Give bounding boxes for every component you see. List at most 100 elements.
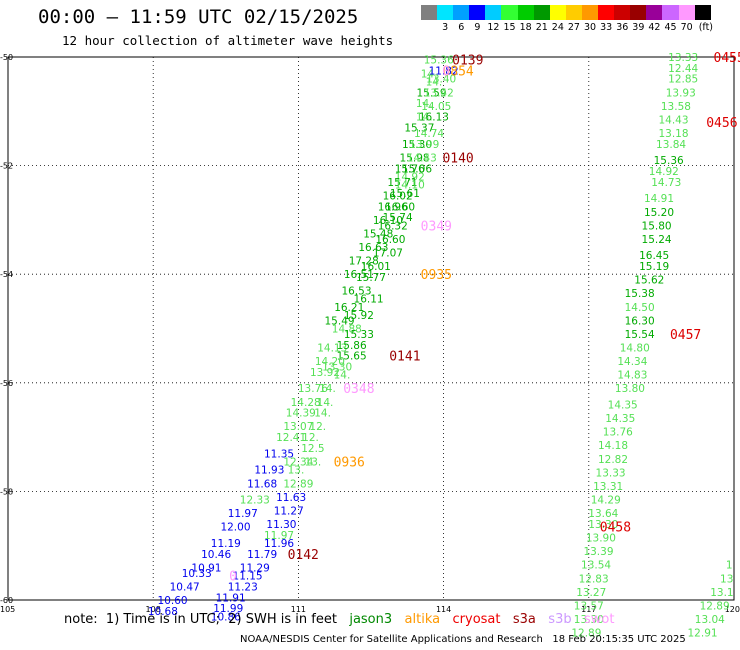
wave-height-value: 12.5 bbox=[301, 443, 324, 455]
color-scale-swatch bbox=[598, 5, 615, 20]
wave-height-value: 13.30 bbox=[588, 519, 618, 531]
pass-time-label: 0140 bbox=[442, 151, 473, 166]
wave-height-value: 13.07 bbox=[283, 421, 313, 433]
wave-height-value: 16.96 bbox=[378, 201, 408, 213]
color-scale-tick-label: 24 bbox=[551, 22, 564, 33]
wave-height-value: 13.33 bbox=[596, 467, 626, 479]
wave-height-value: 12.85 bbox=[668, 74, 698, 86]
wave-height-value: 14.18 bbox=[598, 440, 628, 452]
wave-height-value: 15.38 bbox=[625, 288, 655, 300]
wave-height-value: 14.88 bbox=[332, 324, 362, 336]
wave-height-value: 13.30 bbox=[574, 614, 604, 626]
color-scale-swatch bbox=[581, 5, 599, 20]
wave-height-value: 15.49 bbox=[325, 315, 355, 327]
wave-height-value: 15.06 bbox=[402, 163, 432, 175]
wave-height-value: 11.91 bbox=[216, 592, 246, 604]
wave-height-value: 11.96 bbox=[264, 538, 294, 550]
wave-height-value: 11.97 bbox=[228, 508, 258, 520]
color-scale-swatch bbox=[453, 5, 470, 20]
y-tick-label: -52 bbox=[0, 162, 13, 171]
color-scale-tick-label: 9 bbox=[474, 22, 481, 33]
wave-height-value: 13.76 bbox=[298, 383, 328, 395]
legend: note: 1) Time is in UTC; 2) SWH is in fe… bbox=[64, 612, 614, 627]
pass-time-label: 0457 bbox=[670, 328, 701, 343]
wave-height-value: 15.62 bbox=[634, 275, 664, 287]
wave-height-value: 11.35 bbox=[264, 448, 294, 460]
wave-height-value: 13.99 bbox=[409, 139, 439, 151]
y-tick-label: -60 bbox=[0, 596, 13, 605]
wave-height-value: 14.43 bbox=[658, 114, 688, 126]
pass-time-label: 0 bbox=[229, 570, 237, 585]
wave-height-value: 15.37 bbox=[404, 123, 434, 135]
wave-height-value: 15.19 bbox=[639, 261, 669, 273]
color-scale-swatch bbox=[437, 5, 454, 20]
credit-org: NOAA/NESDIS Center for Satellite Applica… bbox=[240, 634, 543, 645]
color-scale-swatch bbox=[614, 5, 631, 20]
wave-height-value: 10.91 bbox=[191, 562, 221, 574]
wave-height-value: 15.24 bbox=[642, 234, 672, 246]
map-subtitle: 12 hour collection of altimeter wave hei… bbox=[62, 33, 394, 48]
wave-height-value: 14.83 bbox=[617, 370, 647, 382]
pass-time-label: 0456 bbox=[706, 116, 737, 131]
wave-height-value: 14. bbox=[334, 370, 351, 382]
pass-time-label: 0142 bbox=[288, 548, 319, 563]
wave-height-value: 10.86 bbox=[211, 611, 241, 623]
wave-height-value: 13.93 bbox=[666, 87, 696, 99]
wave-height-value: 13.33 bbox=[668, 52, 698, 64]
wave-height-value: 13.64 bbox=[588, 508, 618, 520]
pass-time-label: 0348 bbox=[343, 382, 374, 397]
wave-height-value: 11.23 bbox=[228, 581, 258, 593]
wave-height-value: 17.28 bbox=[349, 256, 379, 268]
wave-height-value: 14. bbox=[421, 68, 438, 80]
wave-height-value: 16.13 bbox=[419, 112, 449, 124]
wave-height-value: 16.32 bbox=[378, 220, 408, 232]
wave-height-value: 10.46 bbox=[201, 549, 231, 561]
wave-height-value: 11.79 bbox=[247, 549, 277, 561]
wave-height-value: 12. bbox=[302, 432, 319, 444]
color-scale-tick-label: 36 bbox=[616, 22, 629, 33]
x-tick-label: 108 bbox=[146, 605, 161, 614]
wave-height-value: 13. bbox=[288, 465, 305, 477]
wave-height-value: 11.29 bbox=[240, 562, 270, 574]
color-scale-tick-label: 70 bbox=[680, 22, 693, 33]
wave-height-value: 11.30 bbox=[266, 519, 296, 531]
wave-height-value: 13.18 bbox=[658, 128, 688, 140]
wave-height-value: 12.89 bbox=[571, 628, 601, 640]
color-scale-swatch bbox=[694, 5, 711, 20]
wave-height-value: 12.34 bbox=[283, 457, 313, 469]
pass-time-label: 0141 bbox=[389, 350, 420, 365]
wave-height-value: 11.68 bbox=[247, 478, 277, 490]
wave-height-value: 14.28 bbox=[291, 397, 321, 409]
wave-height-value: 13.27 bbox=[576, 587, 606, 599]
wave-height-value: 16.10 bbox=[373, 215, 403, 227]
wave-height-value: 15.36 bbox=[424, 55, 454, 67]
pass-time-label: 0854 bbox=[442, 65, 473, 80]
wave-height-value: 14.39 bbox=[286, 408, 316, 420]
wave-height-value: 14.34 bbox=[617, 356, 647, 368]
wave-height-value: 13.92 bbox=[310, 367, 340, 379]
color-scale-tick-label: 39 bbox=[632, 22, 645, 33]
legend-sat-s3a: s3a bbox=[500, 612, 536, 627]
color-scale-tick-label: 6 bbox=[458, 22, 465, 33]
wave-height-value: 12.82 bbox=[598, 454, 628, 466]
wave-height-value: 12.00 bbox=[220, 522, 250, 534]
wave-height-value: 15.74 bbox=[383, 212, 413, 224]
color-scale-tick-label: 42 bbox=[648, 22, 661, 33]
wave-height-value: 14. bbox=[416, 112, 433, 124]
wave-height-value: 15.30 bbox=[402, 139, 432, 151]
x-tick-label: 105 bbox=[0, 605, 15, 614]
wave-height-value: 15.92 bbox=[344, 310, 374, 322]
color-scale-swatch bbox=[533, 5, 550, 20]
wave-height-value: 16.01 bbox=[361, 261, 391, 273]
color-scale-tick-label: 12 bbox=[487, 22, 500, 33]
wave-height-value: 10.47 bbox=[170, 581, 200, 593]
map-title: 00:00 – 11:59 UTC 02/15/2025 bbox=[38, 6, 359, 28]
wave-height-value: 14.50 bbox=[625, 302, 655, 314]
wave-height-value: 15.86 bbox=[337, 340, 367, 352]
color-scale-swatch bbox=[485, 5, 502, 20]
wave-height-value: 15.20 bbox=[644, 207, 674, 219]
color-scale-swatch bbox=[501, 5, 518, 20]
wave-height-value: 11.99 bbox=[213, 603, 243, 615]
wave-height-value: 15.65 bbox=[337, 351, 367, 363]
wave-height-value: 14.35 bbox=[605, 413, 635, 425]
